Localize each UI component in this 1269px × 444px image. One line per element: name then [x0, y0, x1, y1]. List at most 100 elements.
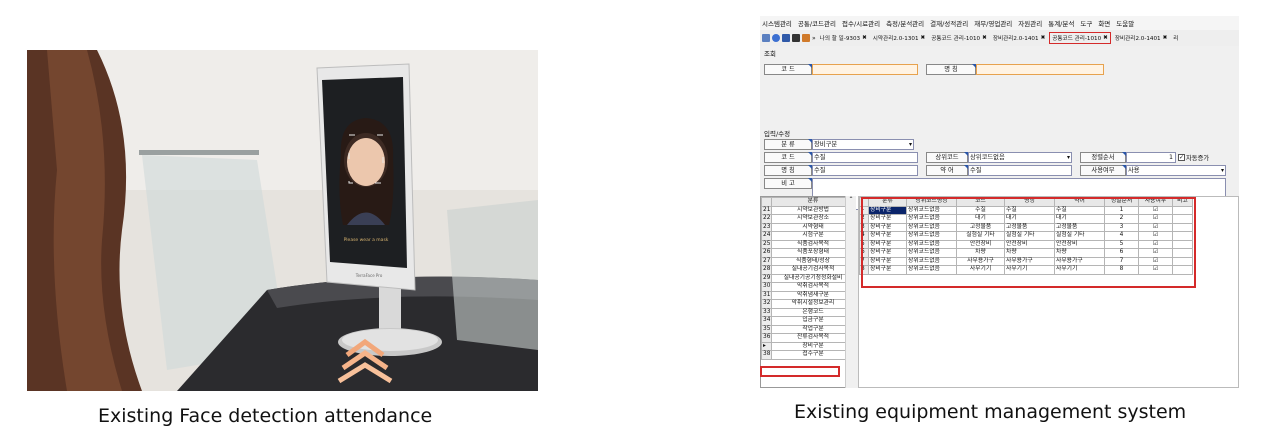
column-header[interactable]: 비고: [1172, 197, 1193, 207]
list-icon[interactable]: [762, 34, 770, 42]
menu-item[interactable]: 자원관리: [1018, 20, 1043, 28]
cell-use[interactable]: ☑: [1138, 256, 1173, 266]
category-row[interactable]: 29 실내공기공기청정화설비: [761, 273, 855, 283]
tab[interactable]: 시약관리2.0-1301 ✖: [871, 33, 927, 43]
cell-note[interactable]: [1172, 248, 1193, 258]
category-row[interactable]: 33 은행코드: [761, 307, 855, 317]
menu-item[interactable]: 접수/시료관리: [841, 20, 881, 28]
category-grid[interactable]: 분류 21 시약보관방법 22 시약보관장소 23 시약형태 24 시험구분 25 식품검사목적 2…: [760, 196, 856, 388]
menu-item[interactable]: 재무/영업관리: [974, 20, 1013, 28]
cell-order[interactable]: 7: [1104, 256, 1139, 266]
category-name[interactable]: 실내공기공기청정화설비: [771, 273, 855, 283]
cell-use[interactable]: ☑: [1138, 265, 1173, 275]
cell-use[interactable]: ☑: [1138, 231, 1173, 241]
cell-category[interactable]: 장비구분: [868, 248, 907, 258]
cell-parent[interactable]: 상위코드없음: [906, 248, 957, 258]
cell-note[interactable]: [1172, 265, 1193, 275]
category-name[interactable]: 작업구분: [771, 324, 855, 334]
auto-increment-checkbox[interactable]: ✓: [1178, 154, 1185, 161]
cell-category[interactable]: 장비구분: [868, 239, 907, 249]
cell-name[interactable]: 실험실 기타: [1004, 231, 1055, 241]
cell-code[interactable]: 안전장비: [956, 239, 1005, 249]
code-grid[interactable]: 분류 상위코드명칭 코드 명칭 약어 정렬순서 사용여부 비고 ▸ 장비구분 상위코드없음 수질 수질…: [858, 196, 1239, 388]
table-row[interactable]: 8 장비구분 상위코드없음 사무기기 사무기기 사무기기 8 ☑: [859, 265, 1193, 275]
cell-code[interactable]: 사무기기: [956, 265, 1005, 275]
name-input[interactable]: 수질: [812, 165, 918, 176]
category-row[interactable]: 24 시험구분: [761, 231, 855, 241]
table-row[interactable]: 2 장비구분 상위코드없음 대기 대기 대기 2 ☑: [859, 214, 1193, 224]
tab[interactable]: 장비관리2.0-1401 ✖: [991, 33, 1047, 43]
cell-abbr[interactable]: 차량: [1054, 248, 1105, 258]
cell-use[interactable]: ☑: [1138, 239, 1173, 249]
cell-use[interactable]: ☑: [1138, 205, 1173, 215]
cell-parent[interactable]: 상위코드없음: [906, 265, 957, 275]
cell-category[interactable]: 장비구분: [868, 214, 907, 224]
menu-item[interactable]: 도움말: [1116, 20, 1135, 28]
search-code-input[interactable]: [812, 64, 918, 75]
cell-parent[interactable]: 상위코드없음: [906, 205, 957, 215]
cell-parent[interactable]: 상위코드없음: [906, 239, 957, 249]
category-row[interactable]: 23 시약형태: [761, 222, 855, 232]
menu-item[interactable]: 통계/분석: [1048, 20, 1075, 28]
category-row[interactable]: 34 입금구분: [761, 316, 855, 326]
table-row[interactable]: 6 장비구분 상위코드없음 차량 차량 차량 6 ☑: [859, 248, 1193, 258]
category-row[interactable]: 35 작업구분: [761, 324, 855, 334]
cell-category[interactable]: 장비구분: [868, 222, 907, 232]
column-header[interactable]: 코드: [956, 197, 1005, 207]
cell-category[interactable]: 장비구분: [868, 265, 907, 275]
cell-name[interactable]: 차량: [1004, 248, 1055, 258]
cell-note[interactable]: [1172, 222, 1193, 232]
category-row[interactable]: 28 실내공기검사목적: [761, 265, 855, 275]
cell-name[interactable]: 사무용가구: [1004, 256, 1055, 266]
cell-use[interactable]: ☑: [1138, 248, 1173, 258]
cell-note[interactable]: [1172, 214, 1193, 224]
cell-note[interactable]: [1172, 231, 1193, 241]
tab-close-icon[interactable]: ✖: [982, 35, 987, 41]
cell-order[interactable]: 2: [1104, 214, 1139, 224]
tab[interactable]: 나의 할 일-9303 ✖: [818, 33, 869, 43]
category-row[interactable]: ▸ 장비구분: [761, 341, 855, 351]
column-header[interactable]: 명칭: [1004, 197, 1055, 207]
cell-parent[interactable]: 상위코드없음: [906, 214, 957, 224]
menu-item[interactable]: 시스템관리: [762, 20, 792, 28]
menu-item[interactable]: 결재/성적관리: [930, 20, 969, 28]
cell-order[interactable]: 4: [1104, 231, 1139, 241]
category-name[interactable]: 시약형태: [771, 222, 855, 232]
grid-icon[interactable]: [792, 34, 800, 42]
menu-item[interactable]: 화면: [1098, 20, 1111, 28]
cell-use[interactable]: ☑: [1138, 214, 1173, 224]
cell-abbr[interactable]: 안전장비: [1054, 239, 1105, 249]
category-name[interactable]: 악취냄새구분: [771, 290, 855, 300]
cell-name[interactable]: 수질: [1004, 205, 1055, 215]
category-row[interactable]: 25 식품검사목적: [761, 239, 855, 249]
category-name[interactable]: 시험구분: [771, 231, 855, 241]
tab[interactable]: 장비관리2.0-1401 ✖: [1113, 33, 1169, 43]
tab-active[interactable]: 공통코드 관리-1010 ✖: [1049, 32, 1111, 44]
column-header[interactable]: 약어: [1054, 197, 1105, 207]
cell-code[interactable]: 고정물품: [956, 222, 1005, 232]
table-row[interactable]: ▸ 장비구분 상위코드없음 수질 수질 수질 1 ☑: [859, 205, 1193, 215]
cell-name[interactable]: 사무기기: [1004, 265, 1055, 275]
category-select[interactable]: 장비구분: [812, 139, 914, 150]
table-row[interactable]: 7 장비구분 상위코드없음 사무용가구 사무용가구 사무용가구 7 ☑: [859, 256, 1193, 266]
cell-abbr[interactable]: 고정물품: [1054, 222, 1105, 232]
cell-code[interactable]: 대기: [956, 214, 1005, 224]
table-row[interactable]: 4 장비구분 상위코드없음 실험실 기타 실험실 기타 실험실 기타 4 ☑: [859, 231, 1193, 241]
cell-abbr[interactable]: 사무용가구: [1054, 256, 1105, 266]
table-row[interactable]: 5 장비구분 상위코드없음 안전장비 안전장비 안전장비 5 ☑: [859, 239, 1193, 249]
category-row[interactable]: 38 접수구분: [761, 350, 855, 360]
cell-parent[interactable]: 상위코드없음: [906, 231, 957, 241]
sort-order-input[interactable]: 1: [1126, 152, 1176, 163]
category-row[interactable]: 30 악취검사목적: [761, 282, 855, 292]
category-row[interactable]: 22 시약보관장소: [761, 214, 855, 224]
category-name[interactable]: 악취검사목적: [771, 282, 855, 292]
cell-note[interactable]: [1172, 239, 1193, 249]
tab[interactable]: 리: [1171, 33, 1180, 43]
cell-category[interactable]: 장비구분: [868, 256, 907, 266]
cell-order[interactable]: 3: [1104, 222, 1139, 232]
category-name[interactable]: 접수구분: [771, 350, 855, 360]
category-name[interactable]: 시약보관방법: [771, 205, 855, 215]
category-name[interactable]: 장비구분: [771, 341, 855, 351]
tab-overflow-icon[interactable]: »: [812, 34, 816, 42]
cell-note[interactable]: [1172, 256, 1193, 266]
